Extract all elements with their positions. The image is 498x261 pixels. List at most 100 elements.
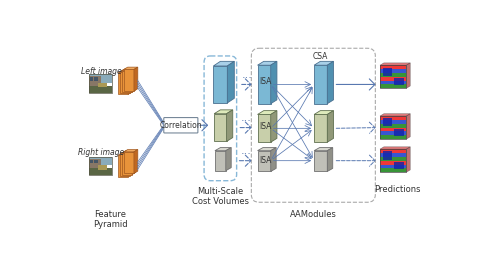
Polygon shape	[215, 151, 226, 171]
Bar	[380, 132, 406, 135]
Text: ISA: ISA	[259, 156, 271, 165]
Bar	[380, 116, 406, 139]
Text: ···: ···	[241, 149, 251, 159]
Polygon shape	[118, 73, 128, 94]
Polygon shape	[314, 151, 327, 171]
Bar	[98, 165, 107, 170]
Bar	[95, 77, 98, 81]
FancyBboxPatch shape	[164, 117, 198, 133]
Polygon shape	[130, 152, 134, 176]
Text: ···: ···	[241, 73, 252, 83]
Bar	[394, 78, 404, 85]
Polygon shape	[122, 151, 136, 153]
Polygon shape	[314, 65, 327, 104]
Polygon shape	[257, 61, 277, 65]
Polygon shape	[215, 147, 231, 151]
Polygon shape	[124, 67, 138, 69]
Text: ···: ···	[241, 116, 251, 126]
Text: Left image: Left image	[81, 67, 122, 76]
Bar	[380, 120, 406, 124]
Text: Feature
Pyramid: Feature Pyramid	[93, 210, 127, 229]
Polygon shape	[213, 66, 227, 103]
Bar	[380, 85, 406, 88]
Polygon shape	[128, 153, 132, 177]
Bar	[382, 118, 392, 126]
Bar	[380, 124, 406, 128]
Polygon shape	[314, 111, 334, 115]
Bar	[394, 129, 404, 136]
Bar	[89, 74, 112, 83]
Text: ISA: ISA	[259, 77, 271, 86]
Bar	[380, 73, 406, 77]
Polygon shape	[120, 72, 130, 93]
Text: Predictions: Predictions	[374, 185, 420, 194]
Bar	[380, 153, 406, 157]
Bar	[382, 68, 392, 76]
Bar	[380, 149, 406, 172]
Polygon shape	[124, 150, 138, 152]
Bar	[98, 83, 107, 87]
Polygon shape	[118, 70, 132, 73]
Polygon shape	[406, 147, 410, 172]
Polygon shape	[214, 114, 227, 141]
Polygon shape	[327, 61, 334, 104]
Polygon shape	[406, 63, 410, 88]
Polygon shape	[380, 63, 410, 65]
Bar	[380, 135, 406, 139]
Bar	[89, 157, 112, 165]
Polygon shape	[120, 69, 134, 72]
Polygon shape	[406, 114, 410, 139]
Polygon shape	[122, 68, 136, 70]
Polygon shape	[227, 110, 233, 141]
Bar	[380, 164, 406, 168]
Bar	[90, 160, 93, 163]
Polygon shape	[132, 151, 136, 175]
Polygon shape	[214, 110, 233, 114]
Polygon shape	[271, 61, 277, 104]
Text: ISA: ISA	[259, 122, 271, 130]
Bar	[89, 157, 112, 175]
Polygon shape	[130, 69, 134, 93]
Polygon shape	[380, 147, 410, 149]
Polygon shape	[122, 70, 132, 92]
Bar	[89, 86, 112, 93]
Polygon shape	[314, 115, 327, 142]
Polygon shape	[124, 152, 134, 173]
Polygon shape	[118, 155, 128, 177]
Polygon shape	[226, 147, 231, 171]
Bar	[380, 116, 406, 120]
Polygon shape	[120, 154, 130, 176]
Bar	[380, 69, 406, 73]
Text: Right image: Right image	[78, 149, 124, 157]
Polygon shape	[227, 61, 234, 103]
Text: CSA: CSA	[313, 52, 328, 61]
Bar	[380, 168, 406, 172]
Polygon shape	[327, 147, 333, 171]
Polygon shape	[122, 153, 132, 175]
Polygon shape	[314, 147, 333, 151]
Polygon shape	[213, 61, 234, 66]
Bar	[394, 162, 404, 169]
Polygon shape	[257, 115, 271, 142]
Polygon shape	[257, 111, 277, 115]
Bar	[380, 81, 406, 85]
Bar	[89, 159, 102, 172]
Bar	[380, 77, 406, 81]
Text: Multi-Scale
Cost Volumes: Multi-Scale Cost Volumes	[192, 187, 249, 206]
Polygon shape	[124, 69, 134, 91]
Bar	[380, 149, 406, 153]
Text: AAModules: AAModules	[290, 210, 337, 219]
Polygon shape	[132, 68, 136, 92]
Polygon shape	[118, 153, 132, 155]
Polygon shape	[257, 147, 276, 151]
Bar	[95, 160, 98, 163]
Polygon shape	[327, 111, 334, 142]
Bar	[380, 65, 406, 88]
Polygon shape	[120, 152, 134, 154]
Polygon shape	[257, 151, 271, 171]
Bar	[380, 161, 406, 164]
Polygon shape	[271, 111, 277, 142]
Polygon shape	[134, 150, 138, 173]
Bar	[380, 128, 406, 132]
Bar	[89, 76, 102, 89]
